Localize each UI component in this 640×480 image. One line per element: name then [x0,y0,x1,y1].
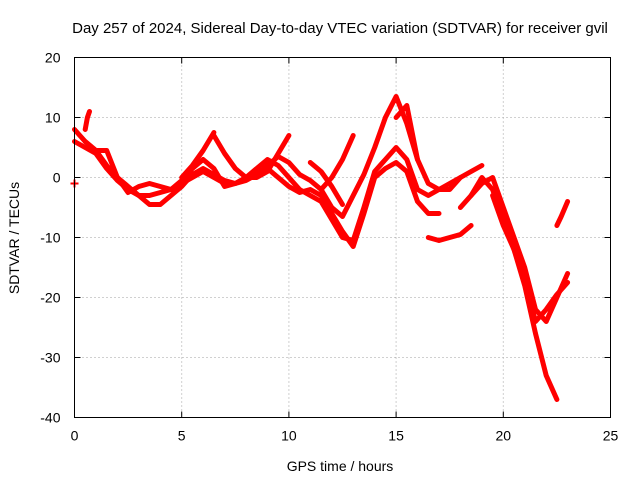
data-series [70,94,571,402]
x-tick-label: 5 [178,428,186,444]
y-tick-label: 20 [45,50,61,66]
x-tick-label: 0 [71,428,79,444]
x-tick-label: 25 [603,428,619,444]
axis-ticks: 0 5 10 15 20 25 -40 -30 -20 -10 0 10 20 [40,50,618,444]
y-tick-label: 0 [53,170,61,186]
chart-title: Day 257 of 2024, Sidereal Day-to-day VTE… [72,20,608,37]
series-track-13 [490,193,571,324]
x-tick-label: 10 [281,428,297,444]
x-axis-label: GPS time / hours [287,458,394,474]
series-track-7 [307,160,345,207]
series-track-11 [457,175,560,402]
series-track-6 [211,133,292,180]
y-tick-label: -30 [40,350,60,366]
series-track-4 [82,109,92,132]
x-tick-label: 15 [388,428,404,444]
series-track-14 [554,199,571,228]
series-track-8 [318,133,356,192]
series-track-2 [72,127,463,243]
series-track-10 [425,223,474,243]
series-track-12 [468,175,571,324]
y-tick-label: -10 [40,230,60,246]
y-tick-label: 10 [45,110,61,126]
series-track-9 [393,103,485,192]
y-axis-label: SDTVAR / TECUs [6,182,22,294]
y-tick-label: -40 [40,410,60,426]
y-tick-label: -20 [40,290,60,306]
x-tick-label: 20 [496,428,512,444]
series-track-5 [179,130,217,180]
